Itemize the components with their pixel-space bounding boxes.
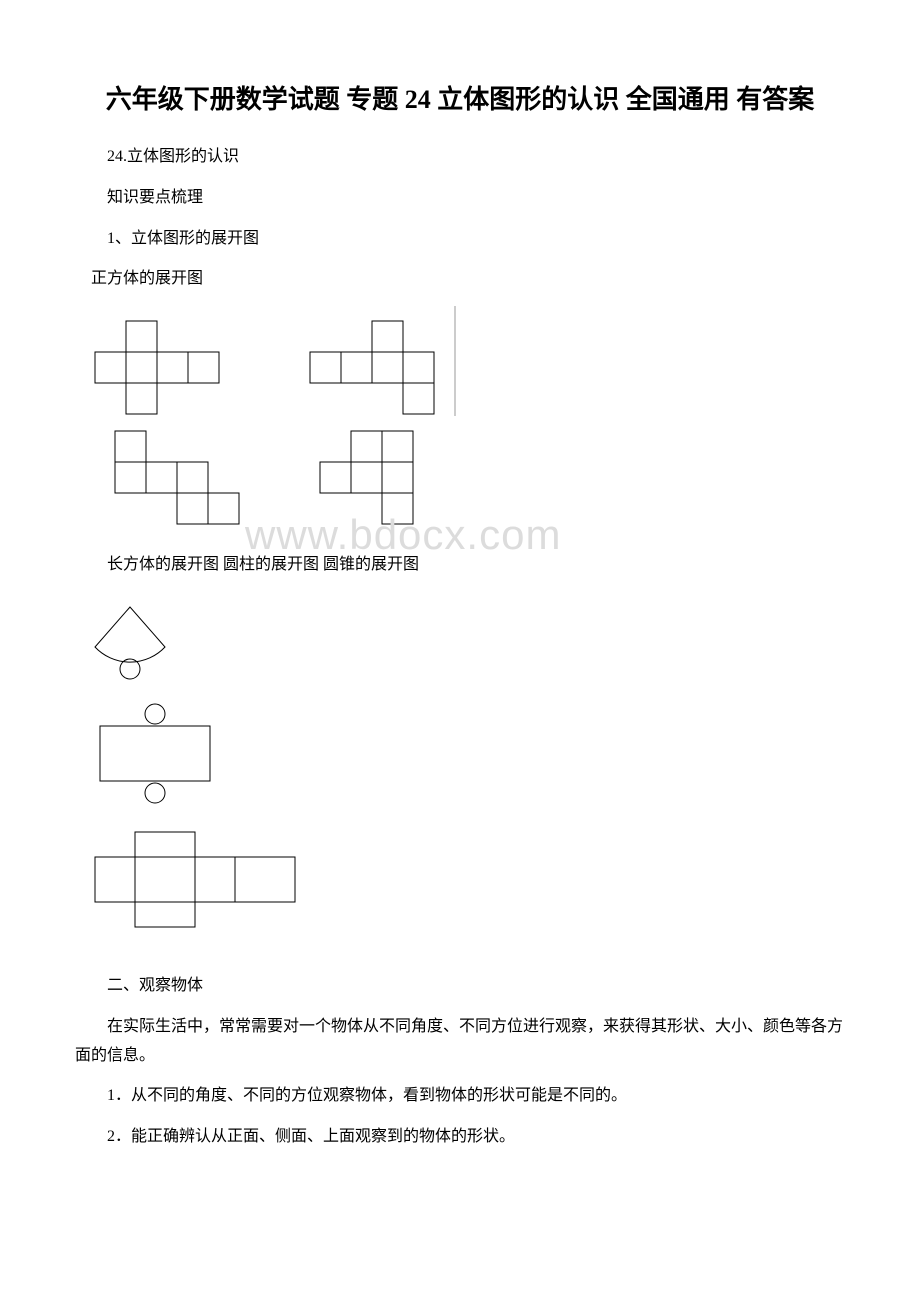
- cube-nets-diagram: [75, 306, 845, 541]
- cylinder-net-diagram: [75, 702, 845, 812]
- text-line-3: 1、立体图形的展开图: [75, 225, 845, 254]
- text-line-1: 24.立体图形的认识: [75, 143, 845, 172]
- text-line-7: 在实际生活中，常常需要对一个物体从不同角度、不同方位进行观察，来获得其形状、大小…: [75, 1013, 845, 1071]
- cone-net-diagram: [75, 592, 845, 692]
- text-line-4: 正方体的展开图: [75, 265, 845, 294]
- text-line-9: 2．能正确辨认从正面、侧面、上面观察到的物体的形状。: [75, 1123, 845, 1152]
- text-line-2: 知识要点梳理: [75, 184, 845, 213]
- text-line-8: 1．从不同的角度、不同的方位观察物体，看到物体的形状可能是不同的。: [75, 1082, 845, 1111]
- text-line-6: 二、观察物体: [75, 972, 845, 1001]
- cuboid-net-diagram: [75, 822, 845, 942]
- text-line-5: 长方体的展开图 圆柱的展开图 圆锥的展开图: [75, 551, 845, 580]
- page-title: 六年级下册数学试题 专题 24 立体图形的认识 全国通用 有答案: [75, 80, 845, 119]
